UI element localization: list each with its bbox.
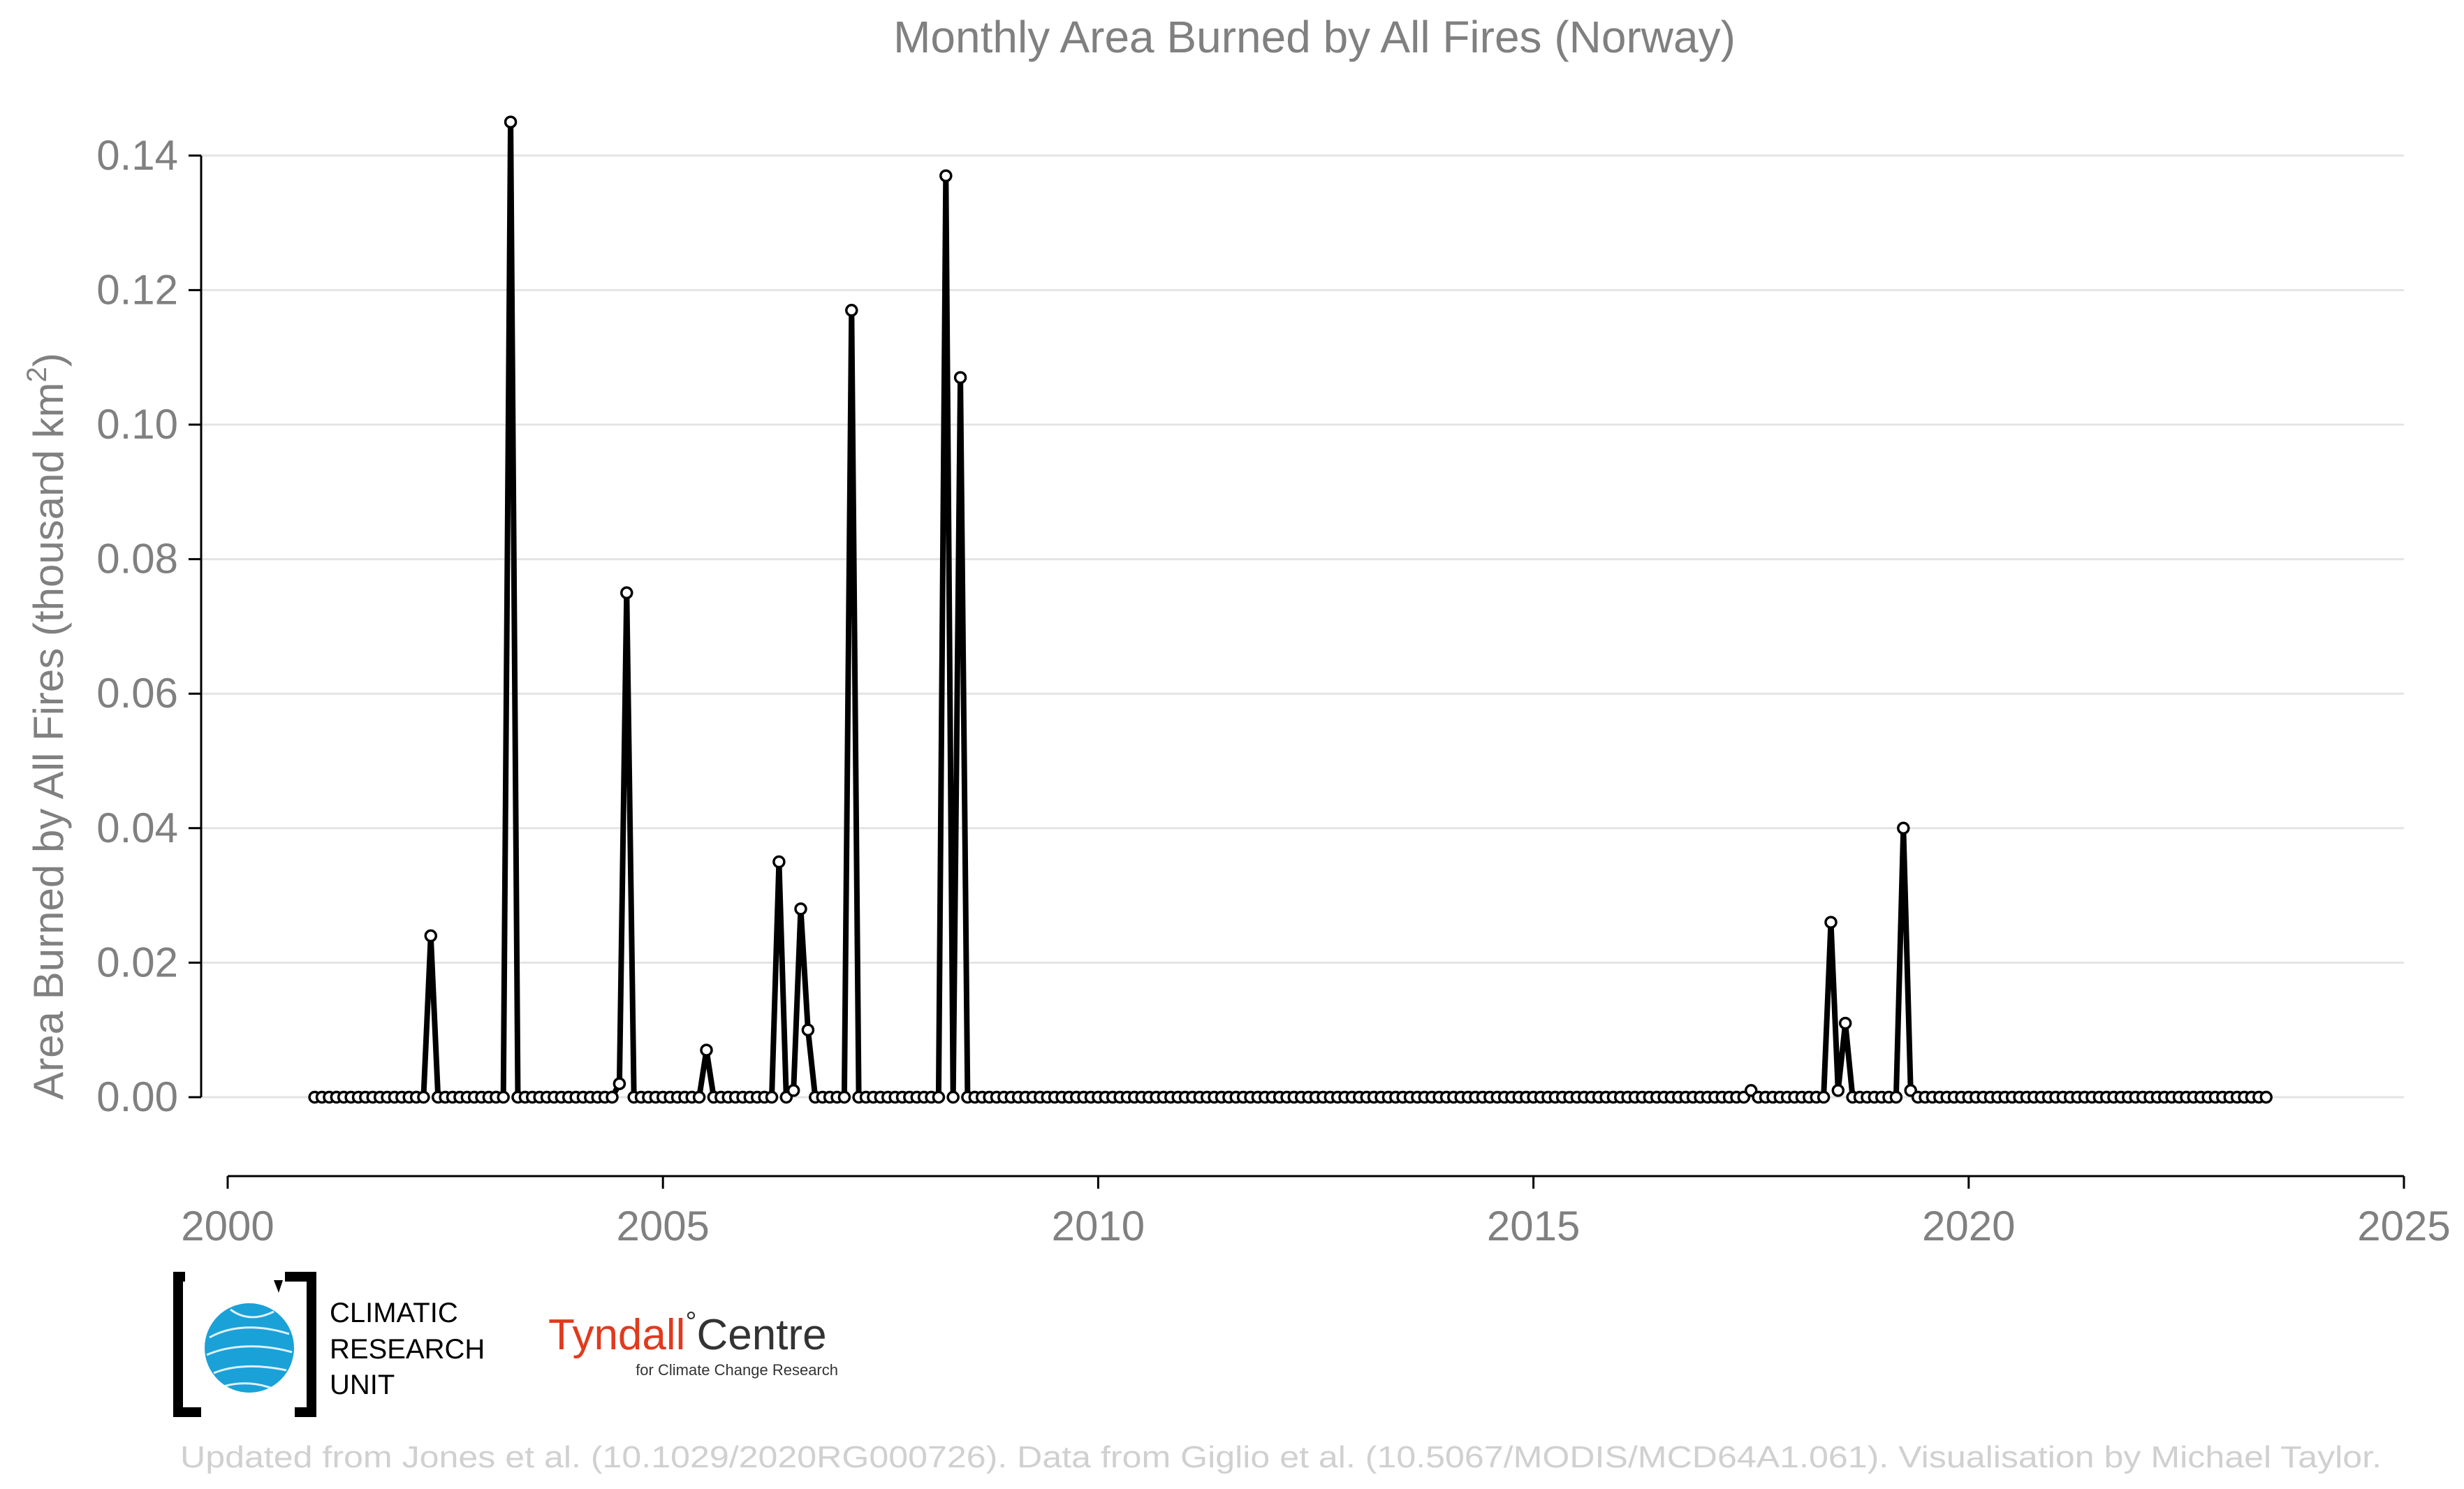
data-point xyxy=(939,169,953,182)
data-point xyxy=(497,1090,510,1104)
y-tick-label: 0.00 xyxy=(96,1073,178,1120)
globe-icon xyxy=(205,1303,294,1393)
data-point xyxy=(794,902,807,916)
x-tick-label: 2020 xyxy=(1922,1203,2015,1249)
data-point xyxy=(1824,916,1838,929)
data-point xyxy=(837,1090,851,1104)
data-point xyxy=(1831,1084,1845,1097)
data-point xyxy=(786,1084,800,1097)
data-point xyxy=(801,1023,815,1036)
y-tick-labels: 0.00 0.02 0.04 0.06 0.08 0.10 0.12 0.14 xyxy=(96,132,178,1120)
x-tick-label: 2010 xyxy=(1052,1203,1145,1249)
y-tick-label: 0.12 xyxy=(96,266,178,313)
data-point xyxy=(692,1090,706,1104)
y-tick-label: 0.14 xyxy=(96,132,178,179)
data-point xyxy=(504,115,518,129)
cru-text-line-1: CLIMATIC xyxy=(330,1298,458,1328)
y-tick-label: 0.06 xyxy=(96,670,178,717)
cru-text-line-3: UNIT xyxy=(330,1370,395,1400)
series-line xyxy=(314,119,2266,1100)
y-axis-label-end: ) xyxy=(25,353,72,367)
data-point xyxy=(606,1090,619,1104)
axes xyxy=(189,154,2405,1189)
cru-bracket-notch xyxy=(274,1280,283,1293)
data-point xyxy=(613,1077,626,1090)
cru-logo: CLIMATIC RESEARCH UNIT xyxy=(173,1272,485,1417)
data-point xyxy=(1897,821,1910,835)
tyndall-name: Tyndall xyxy=(548,1311,685,1359)
data-point xyxy=(2259,1090,2273,1104)
x-tick-label: 2015 xyxy=(1487,1203,1580,1249)
data-point xyxy=(765,1090,779,1104)
data-point xyxy=(953,371,967,384)
data-point xyxy=(700,1043,713,1057)
x-tick-label: 2005 xyxy=(616,1203,709,1249)
x-tick-label: 2025 xyxy=(2357,1203,2450,1249)
tyndall-centre: Centre xyxy=(696,1311,826,1359)
data-point xyxy=(1889,1090,1903,1104)
tyndall-logo-text: Tyndall°Centre xyxy=(548,1307,827,1359)
data-point xyxy=(932,1090,946,1104)
tyndall-subtitle: for Climate Change Research xyxy=(636,1361,838,1379)
data-point xyxy=(1817,1090,1831,1104)
data-point xyxy=(417,1090,430,1104)
data-point xyxy=(1838,1016,1852,1030)
x-tick-labels: 2000 2005 2010 2015 2020 2025 xyxy=(181,1203,2450,1249)
y-tick-label: 0.04 xyxy=(96,805,178,851)
cru-text-line-2: RESEARCH xyxy=(330,1334,485,1365)
tyndall-logo: Tyndall°Centre for Climate Change Resear… xyxy=(548,1307,838,1379)
x-tick-label: 2000 xyxy=(181,1203,274,1249)
series-area-burned xyxy=(308,115,2273,1104)
data-point xyxy=(424,929,438,943)
credit-line: Updated from Jones et al. (10.1029/2020R… xyxy=(180,1440,2382,1474)
tyndall-degree: ° xyxy=(685,1307,696,1337)
data-point xyxy=(772,855,786,869)
cru-bracket xyxy=(173,1272,316,1417)
y-axis-label-sup: 2 xyxy=(22,367,52,382)
y-tick-label: 0.02 xyxy=(96,939,178,985)
y-tick-label: 0.08 xyxy=(96,536,178,582)
data-point xyxy=(620,586,633,600)
y-axis-label: Area Burned by All Fires (thousand km2) xyxy=(22,353,72,1099)
y-tick-label: 0.10 xyxy=(96,401,178,448)
chart-title: Monthly Area Burned by All Fires (Norway… xyxy=(893,12,1736,62)
data-point xyxy=(946,1090,960,1104)
data-point xyxy=(845,304,858,317)
gridlines xyxy=(201,154,2404,1099)
y-axis-label-main: Area Burned by All Fires (thousand km xyxy=(25,383,72,1100)
